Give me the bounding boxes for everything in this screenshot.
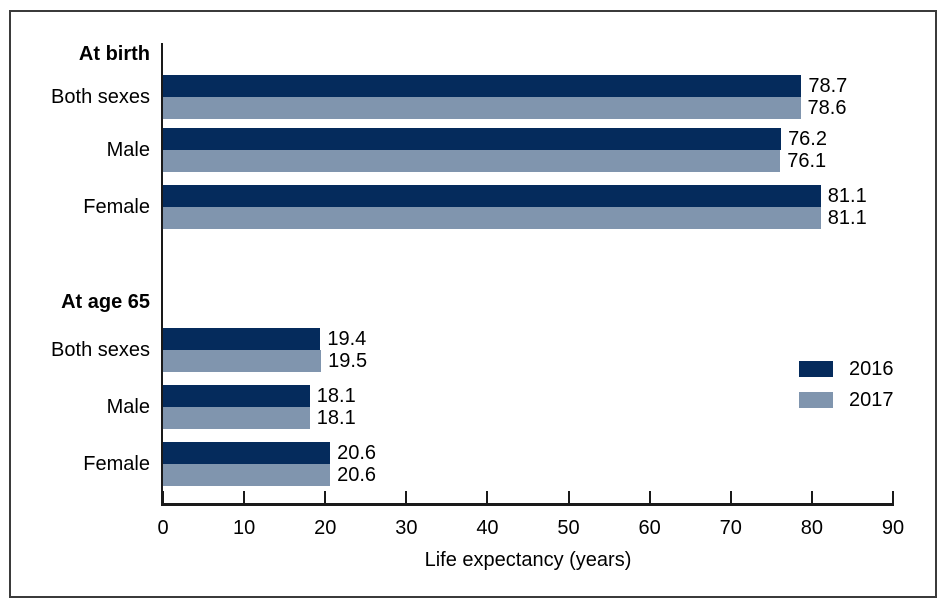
x-axis-title: Life expectancy (years) xyxy=(424,549,632,571)
category-label: Both sexes xyxy=(51,86,150,108)
x-tick xyxy=(162,491,164,503)
value-label-2017: 81.1 xyxy=(827,207,867,229)
x-tick xyxy=(729,491,732,503)
x-tick xyxy=(892,491,894,503)
value-label-2017: 18.1 xyxy=(316,407,356,429)
bar-2016 xyxy=(163,75,802,97)
x-tick xyxy=(567,491,570,503)
x-tick-label: 0 xyxy=(157,517,169,539)
value-label-2017: 19.5 xyxy=(328,350,368,372)
category-label: Male xyxy=(106,396,150,418)
x-tick-label: 90 xyxy=(881,517,905,539)
x-tick-label: 20 xyxy=(314,517,337,539)
bar-2016 xyxy=(163,442,331,464)
x-tick-label: 80 xyxy=(800,517,823,539)
x-tick xyxy=(648,491,651,503)
group-label: At age 65 xyxy=(61,291,150,313)
value-label-2016: 76.2 xyxy=(788,128,827,150)
legend-swatch-2016-icon xyxy=(799,361,833,377)
bar-2017 xyxy=(163,407,310,429)
value-label-2017: 76.1 xyxy=(787,150,827,172)
value-label-2016: 18.1 xyxy=(316,385,356,407)
legend-item-2016: 2016 xyxy=(799,357,894,381)
group-label: At birth xyxy=(78,43,150,65)
legend-label-2016: 2016 xyxy=(849,358,894,380)
bar-2017 xyxy=(163,350,322,372)
category-label: Both sexes xyxy=(51,339,150,361)
bar-2016 xyxy=(163,328,321,350)
x-tick-label: 40 xyxy=(476,517,499,539)
bar-2017 xyxy=(163,207,821,229)
x-tick-label: 70 xyxy=(719,517,742,539)
value-label-2017: 20.6 xyxy=(337,464,377,486)
value-label-2016: 20.6 xyxy=(337,442,377,464)
category-label: Female xyxy=(83,196,150,218)
y-axis-line xyxy=(161,43,163,506)
category-label: Female xyxy=(83,453,150,475)
bar-2016 xyxy=(163,128,782,150)
legend: 2016 2017 xyxy=(799,357,894,419)
x-tick xyxy=(486,491,489,503)
x-tick-label: 30 xyxy=(395,517,418,539)
x-tick-label: 10 xyxy=(232,517,256,539)
bar-2017 xyxy=(163,464,331,486)
x-axis-line xyxy=(161,503,894,506)
value-label-2016: 78.7 xyxy=(808,75,848,97)
x-tick xyxy=(324,491,327,503)
x-tick-label: 50 xyxy=(557,517,580,539)
x-tick-label: 60 xyxy=(638,517,661,539)
bar-2016 xyxy=(163,385,310,407)
x-tick xyxy=(243,491,246,503)
bar-2017 xyxy=(163,97,801,119)
bar-2017 xyxy=(163,150,781,172)
x-tick xyxy=(810,491,813,503)
value-label-2016: 81.1 xyxy=(827,185,867,207)
category-label: Male xyxy=(106,139,150,161)
value-label-2016: 19.4 xyxy=(327,328,367,350)
legend-label-2017: 2017 xyxy=(849,389,894,411)
value-label-2017: 78.6 xyxy=(807,97,847,119)
bar-2016 xyxy=(163,185,821,207)
x-tick xyxy=(405,491,408,503)
legend-swatch-2017-icon xyxy=(799,392,833,408)
legend-item-2017: 2017 xyxy=(799,388,894,412)
